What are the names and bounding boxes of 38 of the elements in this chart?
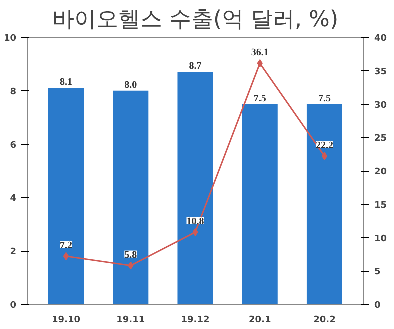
bar <box>178 72 214 304</box>
y-tick-label: 0 <box>10 301 17 311</box>
y-tick-label: 4 <box>10 194 17 204</box>
bar <box>113 90 149 304</box>
y2-tick-label: 30 <box>374 100 388 111</box>
y-tick-label: 6 <box>10 140 17 151</box>
bar <box>306 104 342 304</box>
data-label: 8.0 <box>124 80 138 91</box>
y2-tick-label: 10 <box>374 234 388 244</box>
y-tick-label: 10 <box>4 34 17 44</box>
x-tick-label: 20.2 <box>314 316 336 326</box>
y2-tick-label: 25 <box>374 134 388 144</box>
point <box>322 152 328 160</box>
point <box>192 228 198 236</box>
bar <box>242 104 278 304</box>
data-label: 8.7 <box>189 61 202 72</box>
chart-title: 바이오헬스 수출(억 달러, %) <box>52 8 339 32</box>
data-label: 8.1 <box>60 77 73 88</box>
x-tick-label: 19.11 <box>116 316 146 326</box>
data-label: 7.5 <box>318 93 331 104</box>
data-label: 5.8 <box>124 250 138 261</box>
y2-tick-label: 40 <box>374 34 388 44</box>
x-tick-label: 20.1 <box>249 316 272 326</box>
y2-tick-label: 20 <box>374 168 388 178</box>
point <box>128 262 134 270</box>
data-label: 36.1 <box>251 48 269 59</box>
point <box>257 60 263 68</box>
x-tick-label: 19.10 <box>52 316 81 326</box>
point <box>63 252 70 260</box>
y2-tick-label: 5 <box>374 268 381 278</box>
bar <box>48 88 84 304</box>
y2-tick-label: 15 <box>374 200 388 211</box>
x-tick-label: 19.12 <box>181 316 210 326</box>
y2-tick-label: 0 <box>374 301 381 311</box>
data-label: 7.5 <box>254 93 266 104</box>
y2-tick-label: 35 <box>374 67 388 78</box>
y-tick-label: 8 <box>10 87 17 98</box>
y-tick-label: 2 <box>10 248 17 258</box>
